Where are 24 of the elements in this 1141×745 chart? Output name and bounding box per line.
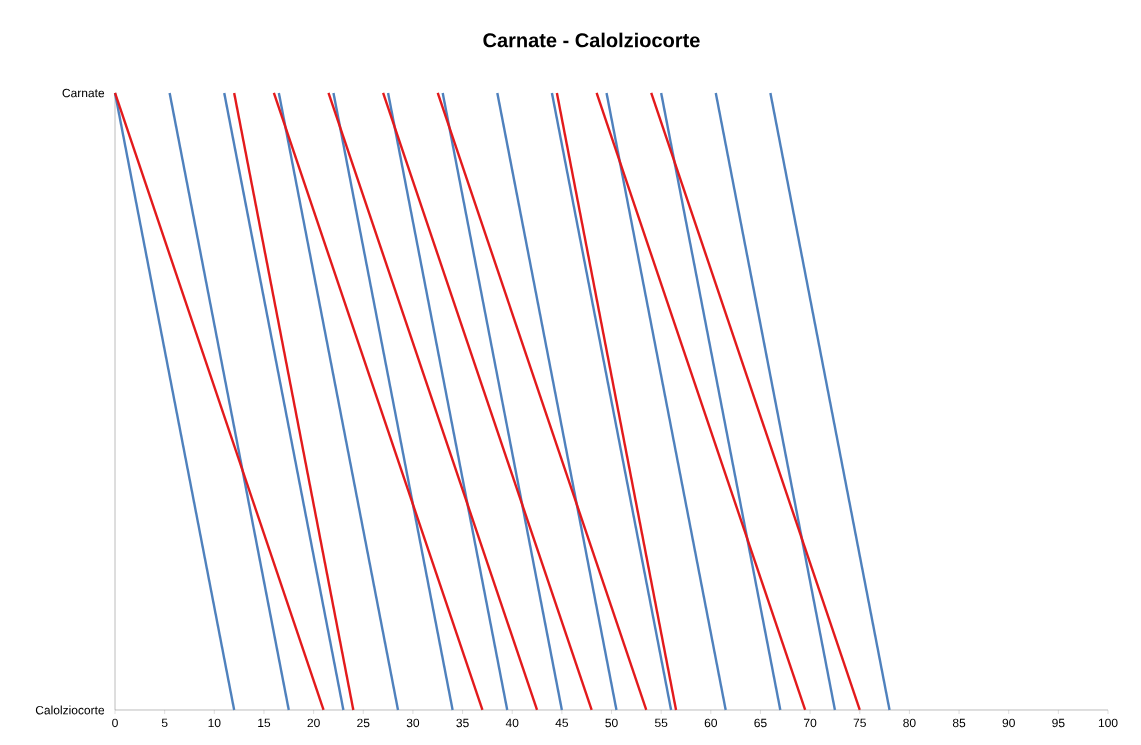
x-tick-label: 5 <box>161 718 168 728</box>
x-tick-label: 100 <box>1098 718 1118 728</box>
x-tick-label: 55 <box>654 718 668 728</box>
x-tick-label: 0 <box>112 718 118 728</box>
x-tick-label: 95 <box>1052 718 1065 728</box>
chart-title: Carnate - Calolziocorte <box>483 32 700 48</box>
x-tick-label: 60 <box>704 718 718 728</box>
x-tick-label: 35 <box>456 718 469 728</box>
x-tick-label: 75 <box>853 718 866 728</box>
x-tick-label: 10 <box>208 718 221 728</box>
x-tick-label: 65 <box>754 718 767 728</box>
x-tick-label: 50 <box>605 718 618 728</box>
x-tick-label: 85 <box>952 718 966 728</box>
x-tick-label: 40 <box>505 718 519 728</box>
x-tick-label: 45 <box>555 718 569 728</box>
x-tick-label: 30 <box>406 718 420 728</box>
x-tick-label: 80 <box>903 718 916 728</box>
x-tick-label: 15 <box>258 718 271 728</box>
x-tick-label: 20 <box>307 718 320 728</box>
x-tick-label: 70 <box>804 718 817 728</box>
text: Calolziocorte <box>35 705 105 715</box>
x-tick-label: 90 <box>1002 718 1015 728</box>
text: Carnate <box>62 88 105 98</box>
x-tick-label: 25 <box>357 718 370 728</box>
